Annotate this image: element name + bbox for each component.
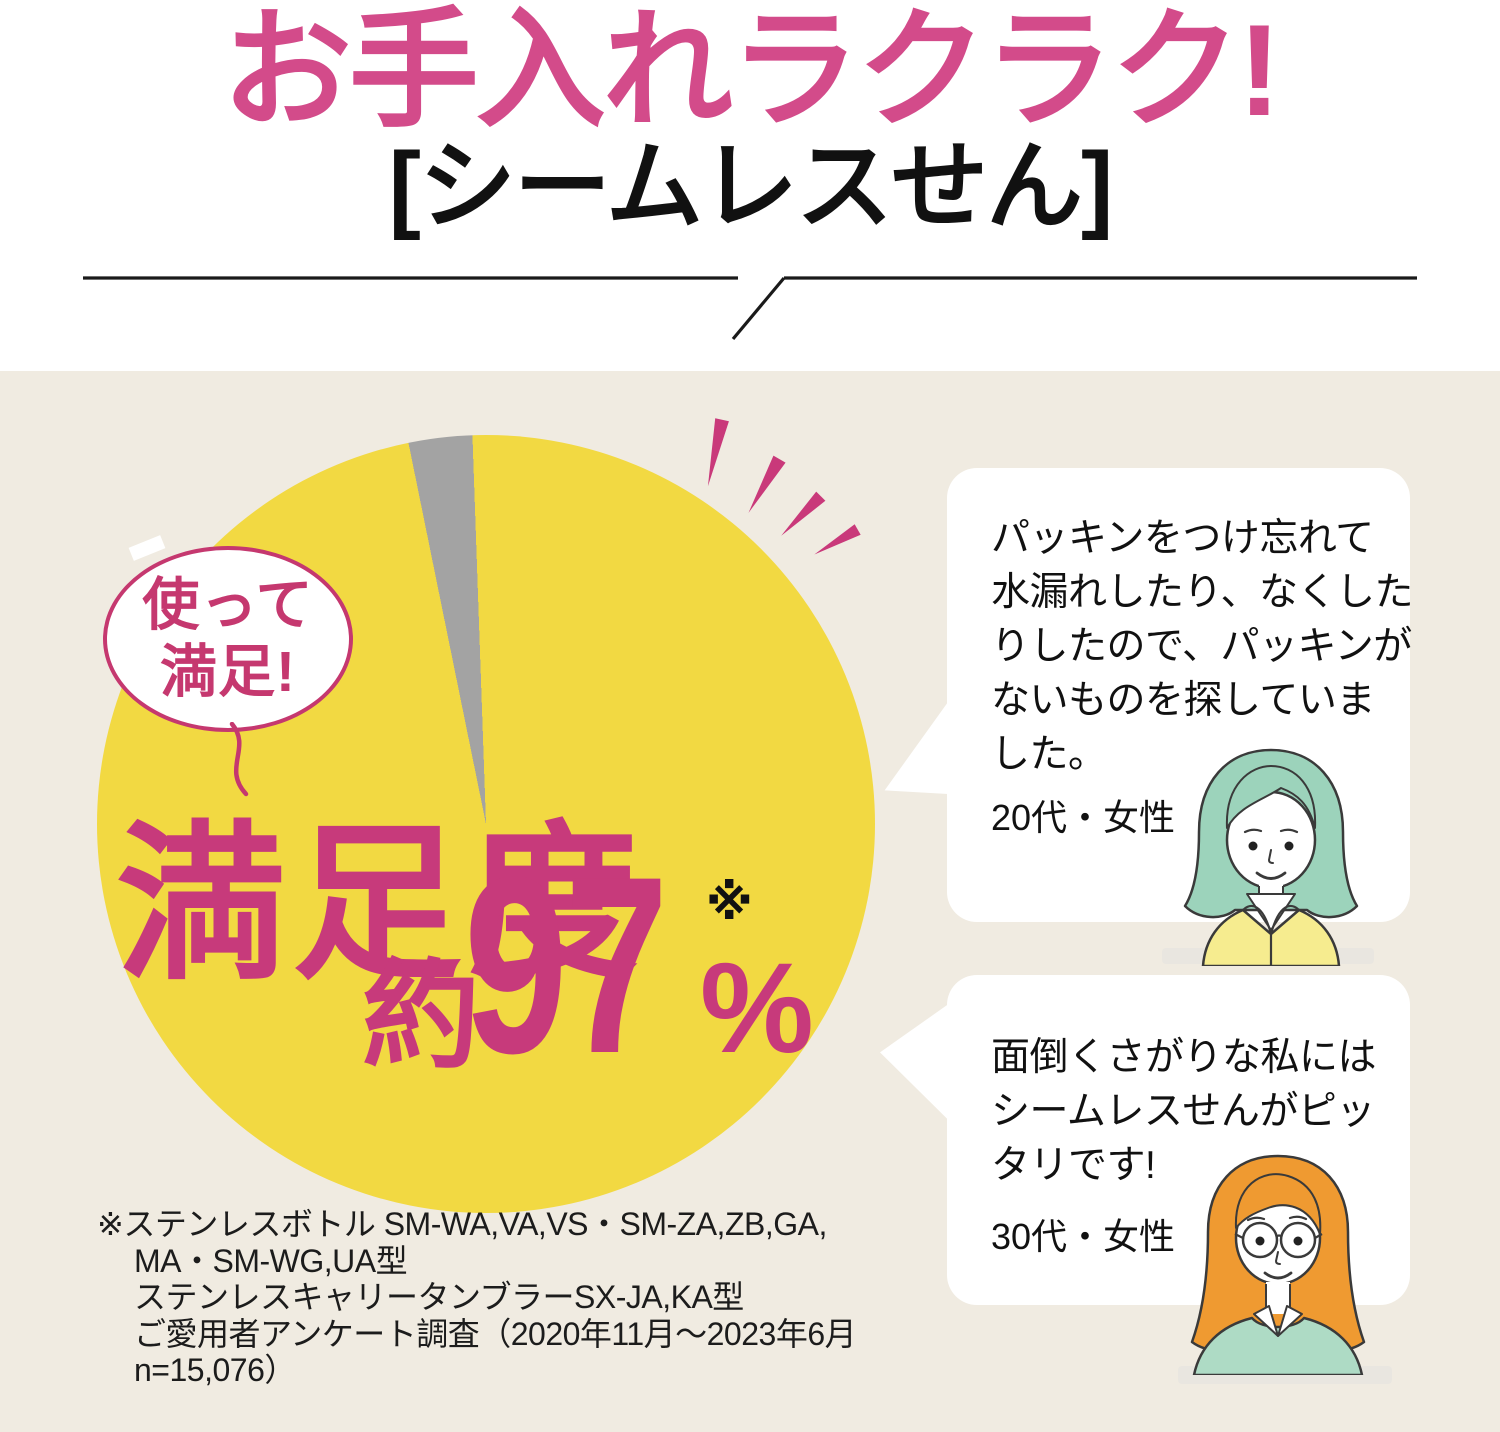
- testimonial-attribution: 30代・女性: [991, 1216, 1176, 1257]
- quote-line: 水漏れしたり、なくした: [991, 571, 1413, 614]
- footnote-line: ※ステンレスボトル SM-WA,VA,VS・SM-ZA,ZB,GA,: [97, 1206, 827, 1242]
- badge-bubble: 使って 満足!: [103, 546, 353, 732]
- quote-line: シームレスせんがピッ: [991, 1090, 1375, 1133]
- stat-label: 満足度: [116, 810, 645, 1000]
- stat-reference-mark: ※: [706, 877, 753, 930]
- testimonial-bubble-2: 面倒くさがりな私には シームレスせんがピッ タリです! 30代・女性: [947, 975, 1410, 1375]
- stat-value: 97: [464, 825, 668, 1106]
- quote-line: した。: [991, 733, 1107, 776]
- divider-line: [83, 276, 1417, 341]
- testimonial-quote: 面倒くさがりな私には シームレスせんがピッ タリです! 30代・女性: [991, 1031, 1377, 1259]
- quote-line: パッキンをつけ忘れて: [991, 517, 1374, 560]
- quote-line: 面倒くさがりな私には: [991, 1036, 1377, 1079]
- badge-bubble-tail: [229, 722, 249, 797]
- quote-line: ないものを探していま: [991, 679, 1375, 722]
- footnote-line: MA・SM-WG,UA型: [134, 1242, 408, 1279]
- woman-green-bob-yellow-hoodie-icon: [1183, 748, 1359, 966]
- footnote-line: ご愛用者アンケート調査（2020年11月～2023年6月: [134, 1315, 857, 1352]
- footnote-line: n=15,076）: [134, 1352, 296, 1388]
- page-title: お手入れラクラク!: [221, 0, 1281, 143]
- testimonial-bubble-1: パッキンをつけ忘れて 水漏れしたり、なくした りしたので、パッキンが ないものを…: [947, 468, 1413, 966]
- testimonial-attribution: 20代・女性: [991, 797, 1176, 838]
- badge-line2: 満足!: [160, 640, 296, 704]
- quote-line: タリです!: [991, 1144, 1156, 1187]
- emphasis-burst-icon: [707, 418, 861, 555]
- quote-line: りしたので、パッキンが: [991, 625, 1412, 668]
- badge-line1: 使って: [142, 572, 314, 637]
- survey-footnote: ※ステンレスボトル SM-WA,VA,VS・SM-ZA,ZB,GA, MA・SM…: [97, 1206, 907, 1389]
- woman-orange-hair-glasses-green-sweater-icon: [1190, 1154, 1366, 1375]
- stat-approx: 約: [362, 951, 481, 1083]
- page-subtitle: [シームレスせん]: [388, 132, 1114, 241]
- testimonial-quote: パッキンをつけ忘れて 水漏れしたり、なくした りしたので、パッキンが ないものを…: [991, 512, 1413, 840]
- footnote-line: ステンレスキャリータンブラーSX-JA,KA型: [134, 1279, 744, 1315]
- stat-unit: %: [700, 937, 814, 1080]
